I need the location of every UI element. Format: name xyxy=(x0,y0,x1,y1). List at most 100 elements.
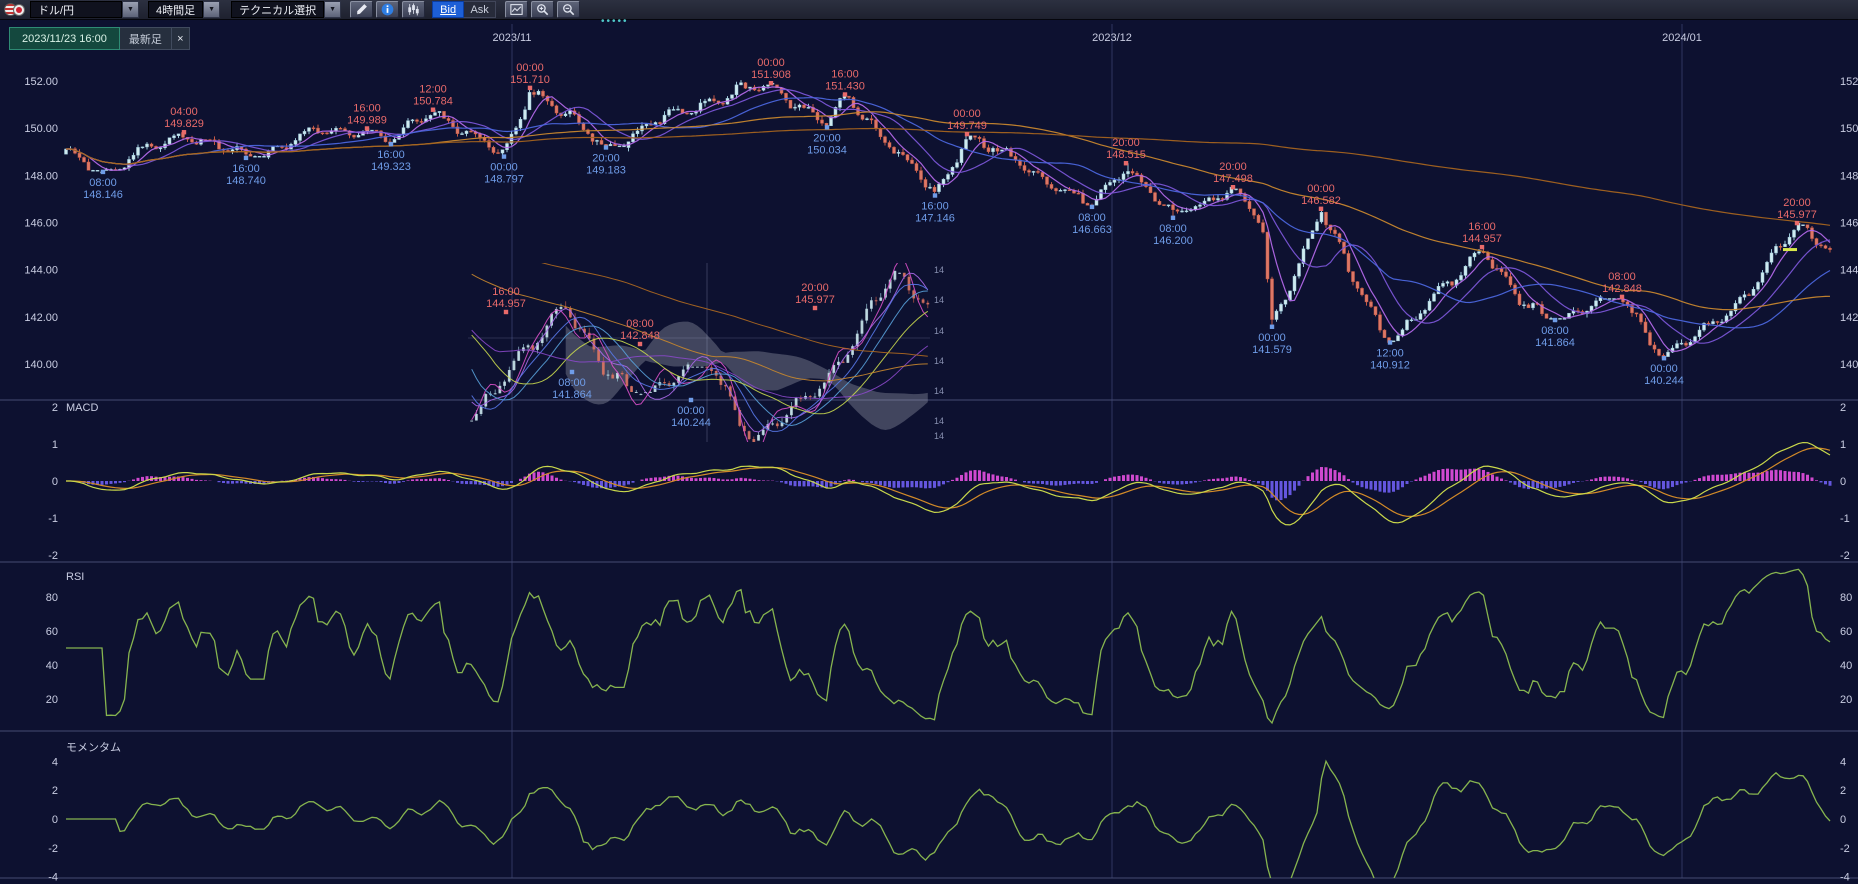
svg-text:2: 2 xyxy=(52,785,58,797)
svg-text:00:00: 00:00 xyxy=(1258,332,1286,344)
svg-text:08:00: 08:00 xyxy=(1541,325,1569,337)
svg-text:2023/12: 2023/12 xyxy=(1092,32,1132,44)
svg-text:146.200: 146.200 xyxy=(1153,235,1193,247)
svg-text:-2: -2 xyxy=(1840,550,1850,562)
info-button[interactable] xyxy=(376,1,400,18)
zoom-in-button[interactable] xyxy=(531,1,555,18)
svg-text:00:00: 00:00 xyxy=(490,162,518,174)
svg-text:08:00: 08:00 xyxy=(1078,212,1106,224)
svg-text:148.515: 148.515 xyxy=(1106,149,1146,161)
svg-text:149.183: 149.183 xyxy=(586,164,626,176)
svg-text:146.00: 146.00 xyxy=(24,218,58,230)
technical-select-value: テクニカル選択 xyxy=(231,1,325,18)
inset-annotations: 16:00144.95708:00142.84820:00145.97708:0… xyxy=(486,265,944,441)
svg-text:20: 20 xyxy=(46,694,58,706)
svg-text:00:00: 00:00 xyxy=(1307,183,1335,195)
close-icon[interactable]: × xyxy=(171,27,190,50)
svg-text:140: 140 xyxy=(1840,359,1858,371)
svg-text:16:00: 16:00 xyxy=(831,68,859,80)
svg-text:-4: -4 xyxy=(48,872,58,884)
ask-toggle[interactable]: Ask xyxy=(464,1,497,18)
svg-text:146.582: 146.582 xyxy=(1301,195,1341,207)
svg-text:20: 20 xyxy=(1840,694,1852,706)
svg-text:148.797: 148.797 xyxy=(484,174,524,186)
svg-text:16:00: 16:00 xyxy=(921,200,949,212)
svg-text:08:00: 08:00 xyxy=(1608,271,1636,283)
svg-text:1: 1 xyxy=(1840,439,1846,451)
zoom-out-icon xyxy=(563,4,575,16)
svg-text:08:00: 08:00 xyxy=(626,318,654,330)
svg-text:2023/11: 2023/11 xyxy=(493,32,532,44)
chart-zoom-button[interactable] xyxy=(505,1,529,18)
selected-candle-timestamp-chip[interactable]: 2023/11/23 16:00 xyxy=(9,27,120,50)
svg-text:149.829: 149.829 xyxy=(164,118,204,130)
svg-text:14: 14 xyxy=(934,265,944,275)
svg-text:1: 1 xyxy=(52,439,58,451)
timeframe-select[interactable]: 4時間足 ▼ xyxy=(148,1,221,18)
svg-text:08:00: 08:00 xyxy=(558,377,586,389)
svg-text:14: 14 xyxy=(934,431,944,441)
draw-tool-button[interactable] xyxy=(350,1,374,18)
svg-text:150.034: 150.034 xyxy=(807,144,847,156)
svg-text:147.498: 147.498 xyxy=(1213,173,1253,185)
macd-panel xyxy=(66,441,1832,526)
svg-text:148.00: 148.00 xyxy=(24,170,58,182)
bid-toggle[interactable]: Bid xyxy=(432,1,465,18)
momentum-panel xyxy=(66,759,1831,878)
svg-text:80: 80 xyxy=(1840,592,1852,604)
pair-select[interactable]: ドル/円 ▼ xyxy=(30,1,139,18)
svg-text:149.323: 149.323 xyxy=(371,161,411,173)
svg-text:08:00: 08:00 xyxy=(89,177,117,189)
svg-text:144.957: 144.957 xyxy=(1462,233,1502,245)
svg-text:151.710: 151.710 xyxy=(510,74,550,86)
svg-text:148: 148 xyxy=(1840,170,1858,182)
zoom-out-button[interactable] xyxy=(557,1,581,18)
svg-text:RSI: RSI xyxy=(66,571,84,583)
momentum-axis-labels: モメンタム 4 4 2 2 0 0 -2 -2 -4 -4 xyxy=(48,741,1850,884)
svg-text:148.146: 148.146 xyxy=(83,189,123,201)
svg-text:144: 144 xyxy=(1840,265,1858,277)
svg-text:12:00: 12:00 xyxy=(419,84,447,96)
chevron-down-icon[interactable]: ▼ xyxy=(122,1,139,18)
svg-text:20:00: 20:00 xyxy=(1112,137,1140,149)
svg-text:142.00: 142.00 xyxy=(24,312,58,324)
svg-text:141.864: 141.864 xyxy=(1535,337,1575,349)
candlestick-chart-icon xyxy=(408,3,419,16)
svg-text:-1: -1 xyxy=(1840,513,1850,525)
svg-text:144.957: 144.957 xyxy=(486,298,526,310)
chevron-down-icon[interactable]: ▼ xyxy=(203,1,221,18)
bid-ask-toggle: Bid Ask xyxy=(432,1,497,18)
svg-text:14: 14 xyxy=(934,416,944,426)
timeframe-select-value: 4時間足 xyxy=(148,1,204,18)
svg-text:60: 60 xyxy=(46,626,58,638)
chart-type-button[interactable] xyxy=(402,1,426,18)
svg-text:00:00: 00:00 xyxy=(757,57,785,69)
svg-text:04:00: 04:00 xyxy=(170,106,198,118)
svg-text:152.00: 152.00 xyxy=(24,76,58,88)
svg-text:-2: -2 xyxy=(48,550,58,562)
chart-canvas[interactable]: 2023/11 2023/12 2024/0104:00149.82916:0014… xyxy=(0,20,1858,884)
svg-text:40: 40 xyxy=(46,660,58,672)
svg-text:145.977: 145.977 xyxy=(795,294,835,306)
svg-text:-1: -1 xyxy=(48,513,58,525)
svg-text:145.977: 145.977 xyxy=(1777,209,1817,221)
svg-text:151.908: 151.908 xyxy=(751,69,791,81)
svg-text:12:00: 12:00 xyxy=(1376,347,1404,359)
svg-text:14: 14 xyxy=(934,386,944,396)
svg-text:0: 0 xyxy=(52,476,58,488)
svg-text:08:00: 08:00 xyxy=(1159,223,1187,235)
svg-text:147.146: 147.146 xyxy=(915,212,955,224)
svg-text:モメンタム: モメンタム xyxy=(66,741,121,754)
chevron-down-icon[interactable]: ▼ xyxy=(324,1,342,18)
moving-average-lines xyxy=(65,86,1831,353)
svg-text:00:00: 00:00 xyxy=(516,62,544,74)
svg-text:4: 4 xyxy=(1840,756,1846,768)
svg-text:151.430: 151.430 xyxy=(825,80,865,92)
svg-text:148.740: 148.740 xyxy=(226,175,266,187)
technical-select[interactable]: テクニカル選択 ▼ xyxy=(231,1,342,18)
svg-text:152: 152 xyxy=(1840,76,1858,88)
svg-text:16:00: 16:00 xyxy=(492,286,520,298)
mini-chart-icon xyxy=(510,4,523,15)
svg-text:2: 2 xyxy=(1840,785,1846,797)
latest-candle-button[interactable]: 最新足 xyxy=(119,27,172,50)
